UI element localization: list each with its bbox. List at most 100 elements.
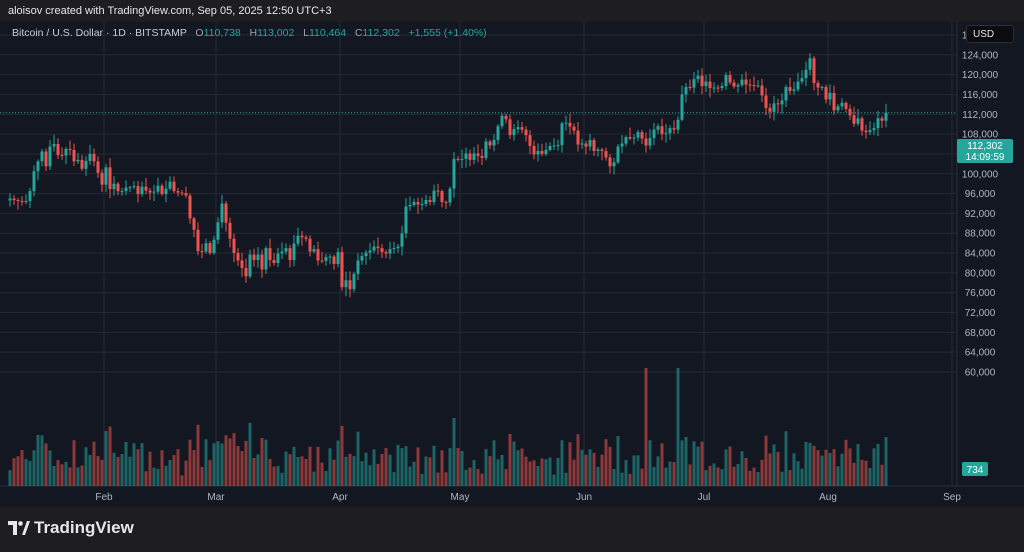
candle-body <box>416 202 420 205</box>
volume-bar <box>800 468 804 486</box>
candle-body <box>596 149 600 151</box>
candle <box>564 115 568 131</box>
candle-body <box>656 126 660 130</box>
candle <box>204 238 208 254</box>
candle <box>732 79 736 89</box>
candle-body <box>600 149 604 151</box>
candle-body <box>128 187 132 189</box>
candle <box>568 113 572 135</box>
candle <box>692 72 696 94</box>
candle-body <box>788 87 792 92</box>
candle <box>56 138 60 160</box>
volume-bar <box>872 448 876 486</box>
candle <box>216 217 220 245</box>
volume-bar <box>52 466 56 486</box>
candle <box>396 244 400 253</box>
candle-body <box>192 218 196 230</box>
candle-body <box>8 198 12 201</box>
candle <box>84 156 88 176</box>
volume-bar <box>596 466 600 486</box>
candle-body <box>528 135 532 147</box>
candle-body <box>728 75 732 83</box>
candle <box>124 180 128 195</box>
candle <box>148 187 152 200</box>
candle-body <box>236 253 240 261</box>
volume-bar <box>592 452 596 486</box>
candle <box>140 181 144 197</box>
candle-body <box>40 151 44 162</box>
chart-background <box>0 22 1024 506</box>
candle <box>156 177 160 195</box>
candle <box>128 185 132 192</box>
candle-body <box>184 193 188 196</box>
candle-body <box>872 128 876 131</box>
price-tick-label: 116,000 <box>962 90 998 101</box>
candle-body <box>84 160 88 169</box>
candle-body <box>336 252 340 264</box>
volume-bar <box>84 447 88 486</box>
candle <box>532 140 536 160</box>
candle <box>716 84 720 93</box>
candle-body <box>880 118 884 121</box>
candle <box>188 193 192 224</box>
candle <box>200 243 204 259</box>
candle <box>864 124 868 139</box>
candle <box>280 242 284 260</box>
candle-body <box>196 229 200 252</box>
volume-bar <box>748 470 752 486</box>
chart-area[interactable]: Bitcoin / U.S. Dollar · 1D · BITSTAMP O1… <box>0 22 1024 506</box>
candle <box>88 144 92 165</box>
time-tick-label: Feb <box>95 492 113 503</box>
volume-bar <box>884 437 888 486</box>
candle-body <box>356 260 360 274</box>
candle-body <box>304 237 308 239</box>
volume-bar <box>152 467 156 486</box>
candle <box>628 127 632 141</box>
tradingview-logo[interactable]: TradingView <box>8 518 134 538</box>
candle-body <box>348 280 352 290</box>
volume-tag-value: 734 <box>967 465 984 476</box>
candle-body <box>412 202 416 205</box>
volume-bar <box>812 445 816 486</box>
candle-body <box>556 145 560 147</box>
candle <box>704 74 708 93</box>
candle <box>816 80 820 96</box>
volume-bar <box>816 450 820 486</box>
candle-body <box>80 159 84 169</box>
currency-button[interactable]: USD <box>966 25 1014 43</box>
candle-body <box>604 150 608 158</box>
candle <box>736 82 740 93</box>
candle-body <box>408 204 412 207</box>
candle-body <box>612 162 616 167</box>
candle-body <box>672 128 676 130</box>
candle <box>824 84 828 104</box>
volume-bar <box>588 449 592 486</box>
candle <box>644 132 648 153</box>
candle <box>232 233 236 263</box>
volume-bar <box>660 443 664 486</box>
volume-bar <box>244 440 248 486</box>
footer: TradingView <box>0 506 1024 552</box>
candle <box>520 122 524 134</box>
candle-body <box>724 75 728 87</box>
candle <box>264 246 268 274</box>
candle <box>516 120 520 134</box>
candle <box>32 165 36 197</box>
volume-bar <box>392 472 396 486</box>
price-chart[interactable]: 128,000124,000120,000116,000112,000108,0… <box>0 22 1024 506</box>
candle <box>792 81 796 95</box>
volume-bar <box>96 456 100 486</box>
candle <box>572 123 576 135</box>
volume-bar <box>552 474 556 486</box>
volume-bar <box>352 456 356 486</box>
candles <box>8 53 888 298</box>
candle <box>40 149 44 167</box>
candle-body <box>68 148 72 150</box>
candle-body <box>808 58 812 70</box>
volume-bar <box>104 431 108 486</box>
volume-bar <box>308 446 312 486</box>
candle-body <box>148 190 152 193</box>
volume-bar <box>496 459 500 486</box>
candle-body <box>172 181 176 192</box>
volume-bar <box>500 454 504 486</box>
